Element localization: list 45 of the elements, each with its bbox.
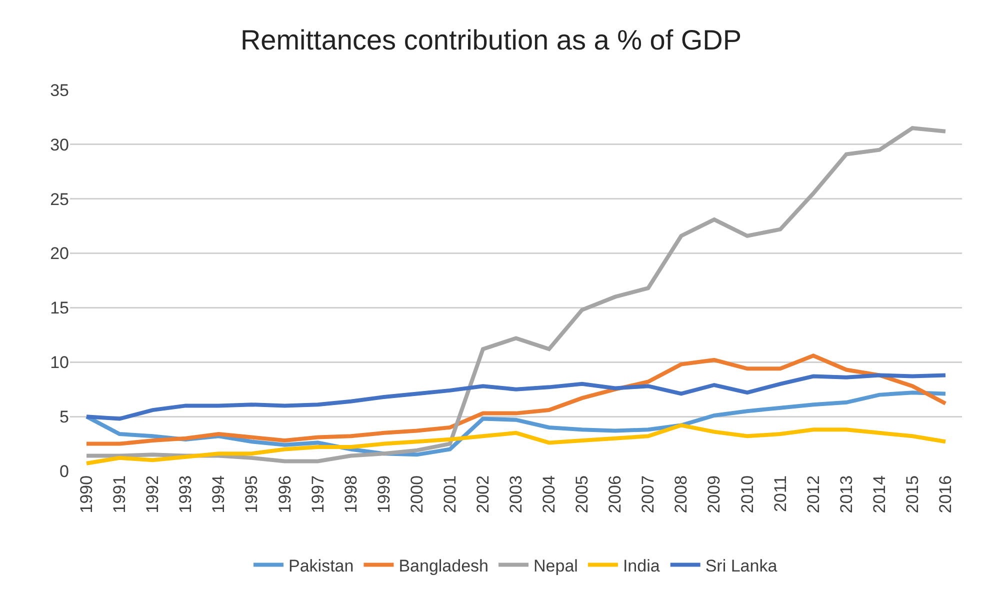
x-tick-label: 2014	[870, 475, 889, 514]
x-tick-label: 1991	[110, 475, 130, 514]
x-tick-label: 2003	[506, 475, 526, 514]
x-tick-label: 2002	[473, 475, 492, 514]
legend-label: Bangladesh	[398, 556, 489, 576]
y-tick-label: 15	[50, 298, 69, 318]
x-tick-label: 1996	[275, 475, 294, 514]
x-tick-label: 2004	[540, 475, 559, 514]
x-tick-label: 2009	[704, 475, 724, 514]
line-series	[84, 354, 948, 446]
x-tick-label: 2016	[936, 475, 956, 514]
x-tick-label: 1997	[308, 475, 328, 514]
chart-title: Remittances contribution as a % of GDP	[240, 24, 742, 56]
x-tick-label: 1998	[341, 475, 360, 514]
x-tick-label: 1999	[374, 475, 394, 514]
line-series	[84, 373, 948, 421]
x-tick-label: 1994	[209, 475, 228, 514]
y-tick-label: 35	[50, 80, 69, 100]
legend-label: India	[622, 556, 660, 576]
x-tick-label: 2000	[407, 475, 426, 514]
y-tick-label: 5	[60, 408, 69, 427]
x-tick-label: 2008	[672, 475, 691, 514]
legend-label: Pakistan	[288, 556, 354, 576]
x-tick-label: 2007	[638, 475, 658, 514]
y-tick-label: 10	[50, 353, 69, 372]
y-tick-label: 30	[50, 135, 69, 154]
line-series	[84, 423, 948, 466]
x-tick-label: 2011	[770, 475, 790, 512]
x-tick-label: 1992	[143, 475, 162, 514]
x-tick-label: 1990	[77, 475, 96, 514]
legend-label: Nepal	[534, 556, 578, 576]
line-series	[84, 126, 948, 464]
x-tick-label: 2005	[572, 475, 592, 514]
y-tick-label: 0	[60, 462, 69, 481]
x-tick-label: 2013	[836, 475, 856, 514]
x-tick-label: 2012	[804, 475, 823, 514]
x-tick-label: 2001	[440, 475, 460, 514]
y-tick-label: 20	[50, 244, 69, 264]
x-tick-label: 2006	[606, 475, 625, 514]
y-tick-label: 25	[50, 190, 69, 209]
x-tick-label: 2010	[738, 475, 757, 514]
x-tick-label: 1995	[242, 475, 262, 514]
x-tick-label: 1993	[176, 475, 196, 514]
legend-label: Sri Lanka	[705, 556, 778, 576]
x-tick-label: 2015	[902, 475, 922, 514]
